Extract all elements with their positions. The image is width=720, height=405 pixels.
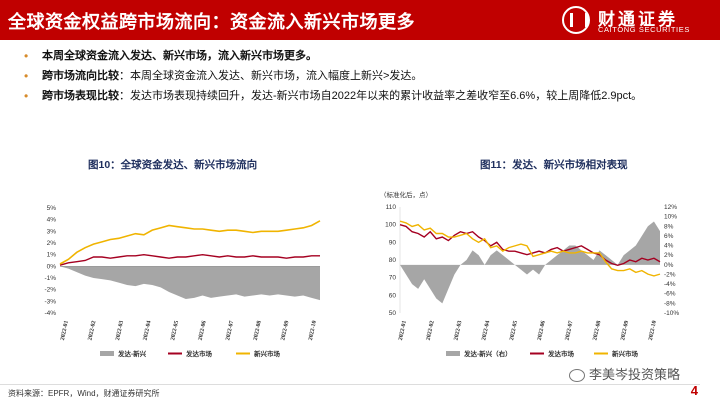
x-tick-label: 2022-06: [537, 320, 547, 341]
bullet-item: 跨市场流向比较：本周全球资金流入发达、新兴市场，流入幅度上新兴>发达。: [20, 66, 710, 86]
series-line-emerging: [59, 220, 321, 265]
y-tick-label-right: -6%: [664, 291, 676, 298]
bullet-strong: 跨市场流向比较: [42, 70, 119, 82]
chart-fig10: 5% 4% 3% 2% 1% 0% -1% -2% -3% -4% 2022-01 2022-02 20…: [44, 205, 321, 358]
y-tick-label-right: 4%: [664, 243, 674, 250]
axis-unit-note: （标准化后，点）: [380, 190, 432, 199]
bullet-strong: 跨市场表现比较: [42, 90, 119, 102]
logo-emblem-icon: [562, 6, 590, 34]
legend-label: 新兴市场: [612, 349, 639, 358]
x-tick-label: 2022-08: [592, 320, 602, 341]
legend-label: 发达市场: [547, 349, 575, 358]
wechat-icon: [568, 369, 585, 383]
x-tick-label: 2022-06: [198, 320, 208, 341]
bullet-text: ：发达市场表现持续回升，发达-新兴市场自2022年以来的累计收益率之差收窄至6.…: [119, 90, 643, 102]
bullet-item: 跨市场表现比较：发达市场表现持续回升，发达-新兴市场自2022年以来的累计收益率…: [20, 86, 710, 106]
x-tick-label: 2022-10: [648, 320, 658, 341]
title-bar: 全球资金权益跨市场流向：资金流入新兴市场更多 财通证券 CAITONG SECU…: [0, 0, 720, 40]
series-line-emerging: [399, 220, 661, 277]
page-title: 全球资金权益跨市场流向：资金流入新兴市场更多: [8, 12, 415, 32]
company-logo: 财通证券 CAITONG SECURITIES: [562, 5, 702, 37]
x-tick-label: 2022-10: [308, 320, 318, 341]
y-tick-label: -3%: [44, 298, 56, 305]
y-tick-label: 4%: [47, 217, 57, 224]
y-tick-label: -1%: [44, 275, 56, 282]
page-number: 4: [690, 383, 698, 398]
logo-en-text: CAITONG SECURITIES: [598, 25, 690, 34]
y-tick-label: 2%: [47, 240, 57, 247]
y-tick-label-left: 80: [389, 257, 397, 264]
x-tick-label: 2022-01: [60, 320, 70, 341]
y-tick-label-left: 90: [389, 239, 397, 246]
x-tick-label: 2022-03: [115, 320, 125, 341]
y-tick-label-right: 6%: [664, 233, 674, 240]
legend-label: 新兴市场: [254, 349, 281, 358]
y-tick-label: -4%: [44, 310, 56, 317]
x-tick-label: 2022-04: [143, 320, 153, 341]
y-tick-label: 5%: [47, 205, 57, 212]
x-tick-label: 2022-01: [398, 320, 408, 341]
series-area-developed-minus-emerging: [60, 266, 320, 301]
y-tick-label: 0%: [47, 263, 57, 270]
y-tick-label-right: -10%: [664, 310, 679, 317]
series-area-developed-minus-emerging: [400, 221, 660, 304]
y-tick-label-right: 2%: [664, 252, 674, 259]
bullet-list: 本周全球资金流入发达、新兴市场，流入新兴市场更多。 跨市场流向比较：本周全球资金…: [20, 46, 710, 106]
legend-swatch-area: [100, 351, 114, 356]
legend-label: 发达-新兴: [117, 349, 147, 358]
x-tick-label: 2022-05: [509, 320, 519, 341]
logo-cn-text: 财通证券: [598, 10, 678, 29]
y-tick-label-left: 100: [385, 222, 396, 229]
x-tick-label: 2022-05: [170, 320, 180, 341]
bullet-item: 本周全球资金流入发达、新兴市场，流入新兴市场更多。: [20, 46, 710, 66]
y-tick-label-right: 8%: [664, 223, 674, 230]
legend-label: 发达-新兴（右）: [463, 349, 512, 358]
y-tick-label-right: -4%: [664, 281, 676, 288]
y-tick-label-left: 70: [389, 275, 397, 282]
bullet-strong: 本周全球资金流入发达、新兴市场，流入新兴市场更多。: [42, 50, 317, 62]
footer-divider: [0, 384, 700, 385]
y-tick-label: -2%: [44, 287, 56, 294]
series-line-developed: [59, 253, 320, 266]
x-tick-label: 2022-07: [225, 320, 235, 341]
y-tick-label-right: 10%: [664, 214, 677, 221]
y-tick-label-left: 50: [389, 310, 397, 317]
x-tick-label: 2022-02: [426, 320, 436, 341]
bullet-text: ：本周全球资金流入发达、新兴市场，流入幅度上新兴>发达。: [119, 70, 423, 82]
legend-label: 发达市场: [185, 349, 213, 358]
y-tick-label-right: 12%: [664, 204, 677, 211]
source-note: 资料来源：EPFR，Wind，财通证券研究所: [8, 389, 160, 398]
chart-fig11: （标准化后，点） 110 100 90 80 70 60 50 12% 10% 8% 6% 4% 2% 0%…: [380, 190, 679, 358]
watermark-text: 李美岑投资策略: [588, 367, 680, 382]
x-tick-label: 2022-09: [620, 320, 630, 341]
chart-title-fig11: 图11：发达、新兴市场相对表现: [480, 159, 628, 171]
x-tick-label: 2022-02: [87, 320, 97, 341]
y-tick-label-right: 0%: [664, 262, 674, 269]
y-tick-label: 1%: [47, 252, 57, 259]
y-tick-label-left: 60: [389, 292, 397, 299]
x-tick-label: 2022-04: [481, 320, 491, 341]
y-tick-label: 3%: [47, 228, 57, 235]
x-tick-label: 2022-09: [280, 320, 290, 341]
legend-swatch-area: [446, 351, 460, 356]
x-tick-label: 2022-03: [453, 320, 463, 341]
x-tick-label: 2022-07: [565, 320, 575, 341]
y-tick-label-left: 110: [386, 204, 397, 211]
series-line-developed: [399, 223, 661, 267]
y-tick-label-right: -8%: [664, 300, 676, 307]
x-tick-label: 2022-08: [253, 320, 263, 341]
watermark: 李美岑投资策略: [568, 364, 680, 383]
chart-title-fig10: 图10：全球资金发达、新兴市场流向: [88, 159, 258, 171]
y-tick-label-right: -2%: [664, 271, 676, 278]
